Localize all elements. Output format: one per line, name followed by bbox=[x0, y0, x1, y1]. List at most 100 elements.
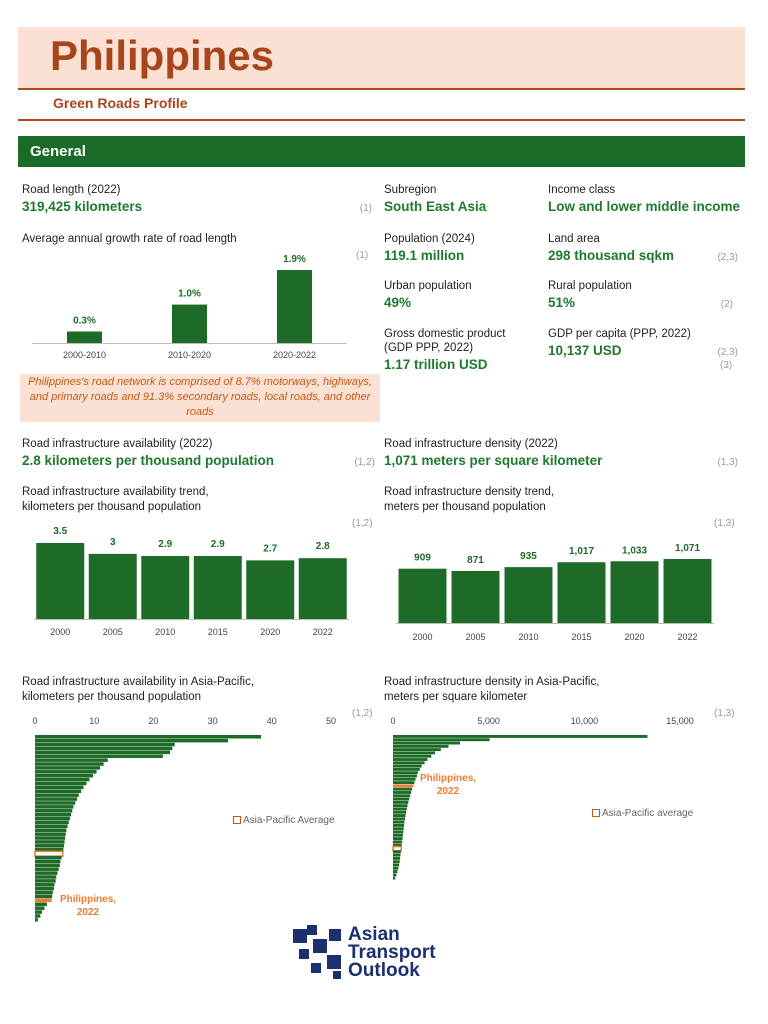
source: (1,3) bbox=[714, 518, 735, 529]
source: (2,3) bbox=[717, 347, 738, 358]
bar bbox=[393, 804, 408, 808]
note: Philippines's road network is comprised … bbox=[20, 374, 380, 422]
bar bbox=[393, 843, 402, 847]
bar bbox=[393, 758, 428, 761]
value-label: 871 bbox=[467, 555, 484, 566]
source: (1,2) bbox=[354, 457, 375, 468]
fact: Subregion South East Asia bbox=[384, 183, 534, 214]
bar bbox=[35, 805, 74, 809]
bar bbox=[393, 744, 449, 748]
bar bbox=[393, 873, 397, 877]
bar bbox=[393, 774, 417, 778]
bar bbox=[35, 801, 76, 805]
bar bbox=[393, 777, 416, 781]
bar bbox=[35, 789, 82, 794]
bar bbox=[35, 902, 47, 907]
bar bbox=[504, 567, 553, 623]
fact-value: 2.8 kilometers per thousand population bbox=[22, 453, 275, 468]
bar bbox=[35, 855, 62, 860]
bar bbox=[35, 859, 61, 864]
value-label: 3 bbox=[110, 537, 116, 548]
source: (2) bbox=[720, 299, 733, 310]
fact-label: Population (2024) bbox=[384, 233, 475, 245]
x-tick-label: 20 bbox=[148, 716, 158, 726]
bar bbox=[393, 810, 407, 814]
logo-mark bbox=[293, 925, 341, 979]
bar bbox=[393, 735, 648, 738]
bar bbox=[67, 331, 102, 343]
bar bbox=[393, 850, 401, 854]
x-tick-label: 40 bbox=[267, 716, 277, 726]
x-tick-label: 2000 bbox=[50, 627, 70, 637]
x-tick-label: 2010 bbox=[518, 632, 538, 642]
bar bbox=[393, 767, 420, 771]
average-bar bbox=[34, 850, 64, 858]
bar bbox=[35, 832, 66, 836]
fact-label: Subregion bbox=[384, 184, 437, 196]
bar bbox=[393, 761, 425, 765]
bar bbox=[35, 793, 79, 797]
fact-label: Urban population bbox=[384, 280, 472, 292]
callout: Philippines, 2022 bbox=[59, 894, 117, 918]
x-tick-label: 50 bbox=[326, 716, 336, 726]
bar bbox=[35, 766, 101, 770]
bar bbox=[393, 751, 436, 755]
fact-value: 1.17 trillion USD bbox=[384, 357, 488, 372]
x-tick-label: 30 bbox=[208, 716, 218, 726]
bar bbox=[393, 830, 404, 834]
x-tick-label: 2010 bbox=[155, 627, 175, 637]
bar bbox=[35, 910, 43, 914]
bar bbox=[35, 812, 72, 817]
bar bbox=[35, 781, 87, 786]
bar bbox=[393, 817, 406, 821]
fact-value: Low and lower middle income bbox=[548, 199, 741, 214]
x-tick-label: 5,000 bbox=[477, 716, 500, 726]
source: (1,2) bbox=[352, 518, 373, 529]
bar bbox=[393, 853, 401, 857]
bar bbox=[35, 836, 66, 840]
bar bbox=[393, 741, 460, 745]
x-tick-label: 2005 bbox=[103, 627, 123, 637]
bar bbox=[35, 875, 57, 879]
fact: Gross domestic product (GDP PPP, 2022) 1.… bbox=[384, 327, 534, 372]
fact-value: 319,425 kilometers bbox=[22, 199, 143, 214]
source: (1) bbox=[359, 203, 372, 214]
bar bbox=[35, 738, 228, 743]
bar bbox=[35, 770, 97, 774]
chart-title: Road infrastructure availability trend, … bbox=[22, 486, 209, 513]
fact-value: 1,071 meters per square kilometer bbox=[384, 453, 603, 468]
bar bbox=[393, 791, 412, 794]
bar bbox=[35, 906, 45, 910]
fact-value: 298 thousand sqkm bbox=[548, 248, 675, 263]
fact-value: South East Asia bbox=[384, 199, 487, 214]
bar bbox=[35, 914, 41, 918]
bar bbox=[193, 556, 242, 619]
bar bbox=[398, 568, 447, 623]
value-label: 0.3% bbox=[73, 315, 96, 326]
chart-title: Road infrastructure density in Asia-Paci… bbox=[384, 676, 600, 703]
bar bbox=[246, 560, 295, 619]
bar bbox=[393, 794, 411, 798]
value-label: 1,017 bbox=[569, 546, 594, 557]
x-tick-label: 2022 bbox=[677, 632, 697, 642]
section-title: General bbox=[30, 143, 86, 160]
bar bbox=[35, 758, 108, 762]
fact: Road length (2022) 319,425 kilometers (1) bbox=[22, 183, 372, 214]
x-tick-label: 2010-2020 bbox=[168, 350, 211, 360]
bar bbox=[393, 764, 422, 768]
bar bbox=[393, 870, 398, 874]
bar bbox=[393, 860, 400, 864]
rule bbox=[18, 119, 745, 121]
fact-label: Income class bbox=[548, 184, 616, 196]
bar bbox=[393, 787, 413, 791]
value-label: 1,071 bbox=[675, 543, 700, 554]
bar bbox=[393, 814, 406, 817]
x-tick-label: 15,000 bbox=[666, 716, 694, 726]
bar bbox=[393, 771, 418, 775]
bar bbox=[35, 777, 90, 782]
chart: 0 10 20 30 40 50 bbox=[32, 716, 336, 922]
value-label: 2.9 bbox=[158, 539, 172, 550]
bar bbox=[298, 558, 347, 619]
fact-label: Gross domestic product (GDP PPP, 2022) bbox=[384, 328, 506, 354]
fact-value: 49% bbox=[384, 295, 412, 310]
